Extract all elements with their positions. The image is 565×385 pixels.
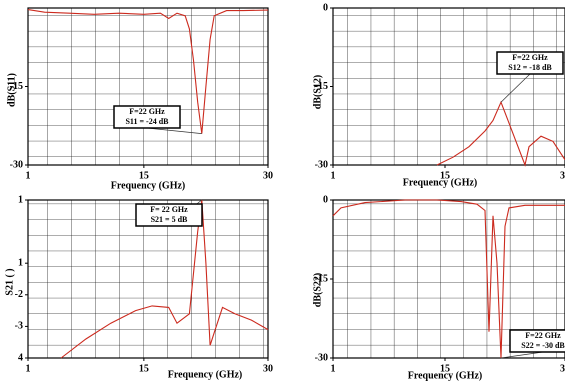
plot-grid [27,7,269,166]
annotation-text: F= 22 GHz [150,205,188,214]
annotation-text: F=22 GHz [525,331,561,340]
y-tick-label: -30 [10,159,23,170]
annotation-text: S12 = -18 dB [508,63,552,72]
annotation-box [113,105,181,129]
y-tick-label: -15 [315,273,328,284]
x-tick-label: 30 [263,170,273,181]
annotation-box [509,329,565,353]
y-tick-label: 0 [323,2,328,13]
x-tick-label: 30 [263,363,273,374]
x-tick-label: 1 [331,363,336,374]
y-tick-label: 4 [18,352,23,363]
data-line [436,100,565,167]
y-tick-label: -30 [315,159,328,170]
y-tick-label: -30 [315,352,328,363]
annotation-arrow [500,73,531,103]
annotation-text: F=22 GHz [512,53,548,62]
x-tick-label: 1 [26,170,31,181]
x-tick-label: 15 [440,363,450,374]
annotation-box [496,51,564,75]
annotation-text: S11 = -24 dB [125,117,169,126]
data-line [60,199,269,359]
x-axis-label: Frequency (GHz) [168,369,243,380]
y-tick-label: -3 [15,321,23,332]
y-tick-label: -15 [315,81,328,92]
x-tick-label: 1 [26,363,31,374]
x-tick-label: 15 [139,170,149,181]
y-axis-label: dB(S22) [312,273,323,307]
x-tick-label: 15 [139,363,149,374]
annotation-arrow [500,351,544,359]
y-axis-label: S21 ( ) [4,268,15,295]
x-tick-label: 30 [560,363,565,374]
annotation-text: S21 = 5 dB [151,215,188,224]
annotation-arrow [146,127,202,134]
y-tick-label: -15 [10,81,23,92]
y-tick-label: 0 [323,194,328,205]
y-axis-label: dB(S12) [312,75,323,109]
y-tick-label: 1 [18,194,23,205]
x-axis-label: Frequency (GHz) [408,370,483,381]
y-tick-label: 1 [18,257,23,268]
x-tick-label: 15 [440,170,450,181]
y-tick-label: -2 [15,289,23,300]
annotation-text: F=22 GHz [129,107,165,116]
x-axis-label: Frequency (GHz) [403,177,478,188]
y-axis-label: dB(S11) [6,73,17,107]
x-axis-label: Frequency (GHz) [111,180,186,191]
data-line [27,9,269,134]
data-line [332,199,565,359]
x-tick-label: 1 [331,170,336,181]
annotation-box [135,203,203,227]
plot-grid [332,7,565,166]
x-tick-label: 30 [560,170,565,181]
annotation-text: S22 = -30 dB [521,341,565,350]
